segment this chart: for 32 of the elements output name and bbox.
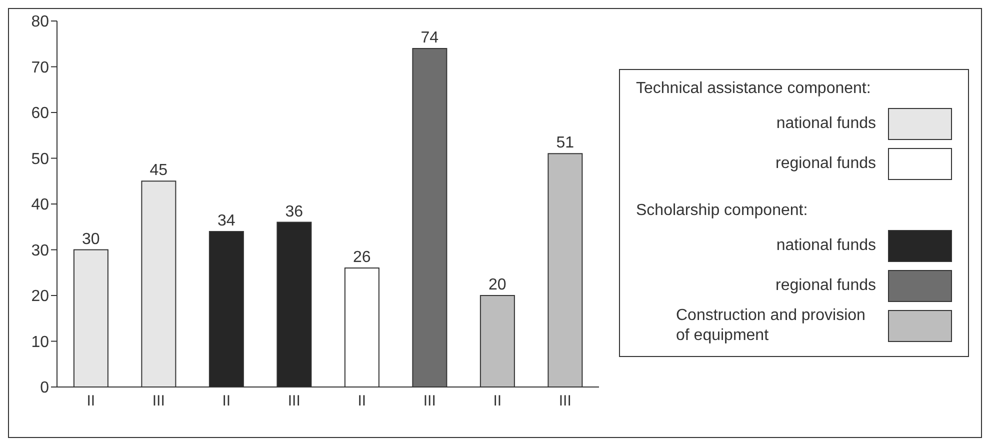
data-label: 34 [218, 212, 236, 230]
y-tick-label: 0 [40, 380, 50, 397]
legend-label: Construction and provision of equipment [676, 306, 866, 346]
legend-label: regional funds [775, 276, 876, 296]
data-label: 26 [353, 249, 371, 266]
y-tick-label: 80 [31, 14, 50, 31]
text: Technical assistance component: [636, 80, 872, 98]
data-label: 30 [82, 230, 100, 248]
x-tick-label: III [423, 392, 436, 410]
y-tick-label: 10 [31, 334, 50, 351]
data-label: 20 [488, 276, 506, 294]
data-label: 74 [420, 29, 439, 46]
data-label: 36 [285, 203, 304, 220]
data-label: 45 [150, 162, 168, 180]
x-tick-label: III [152, 392, 165, 410]
x-tick-label: III [288, 392, 300, 410]
y-tick-label: 70 [31, 59, 50, 76]
y-tick-label: 40 [31, 196, 50, 214]
y-tick-label: 30 [31, 242, 50, 260]
y-tick-label: 20 [31, 288, 50, 306]
x-tick-label: III [558, 392, 572, 410]
text: Scholarship component: [636, 202, 809, 220]
y-tick-label: 60 [31, 105, 50, 122]
x-tick-label: II [358, 392, 366, 410]
x-tick-label: II [222, 392, 231, 410]
y-tick-label: 50 [31, 150, 50, 168]
data-label: 51 [556, 134, 574, 152]
legend-label: national funds [776, 114, 876, 134]
x-tick-label: II [86, 392, 96, 410]
legend-label: national funds [776, 236, 876, 256]
legend-label: regional funds [775, 154, 876, 174]
x-tick-label: II [493, 392, 502, 410]
